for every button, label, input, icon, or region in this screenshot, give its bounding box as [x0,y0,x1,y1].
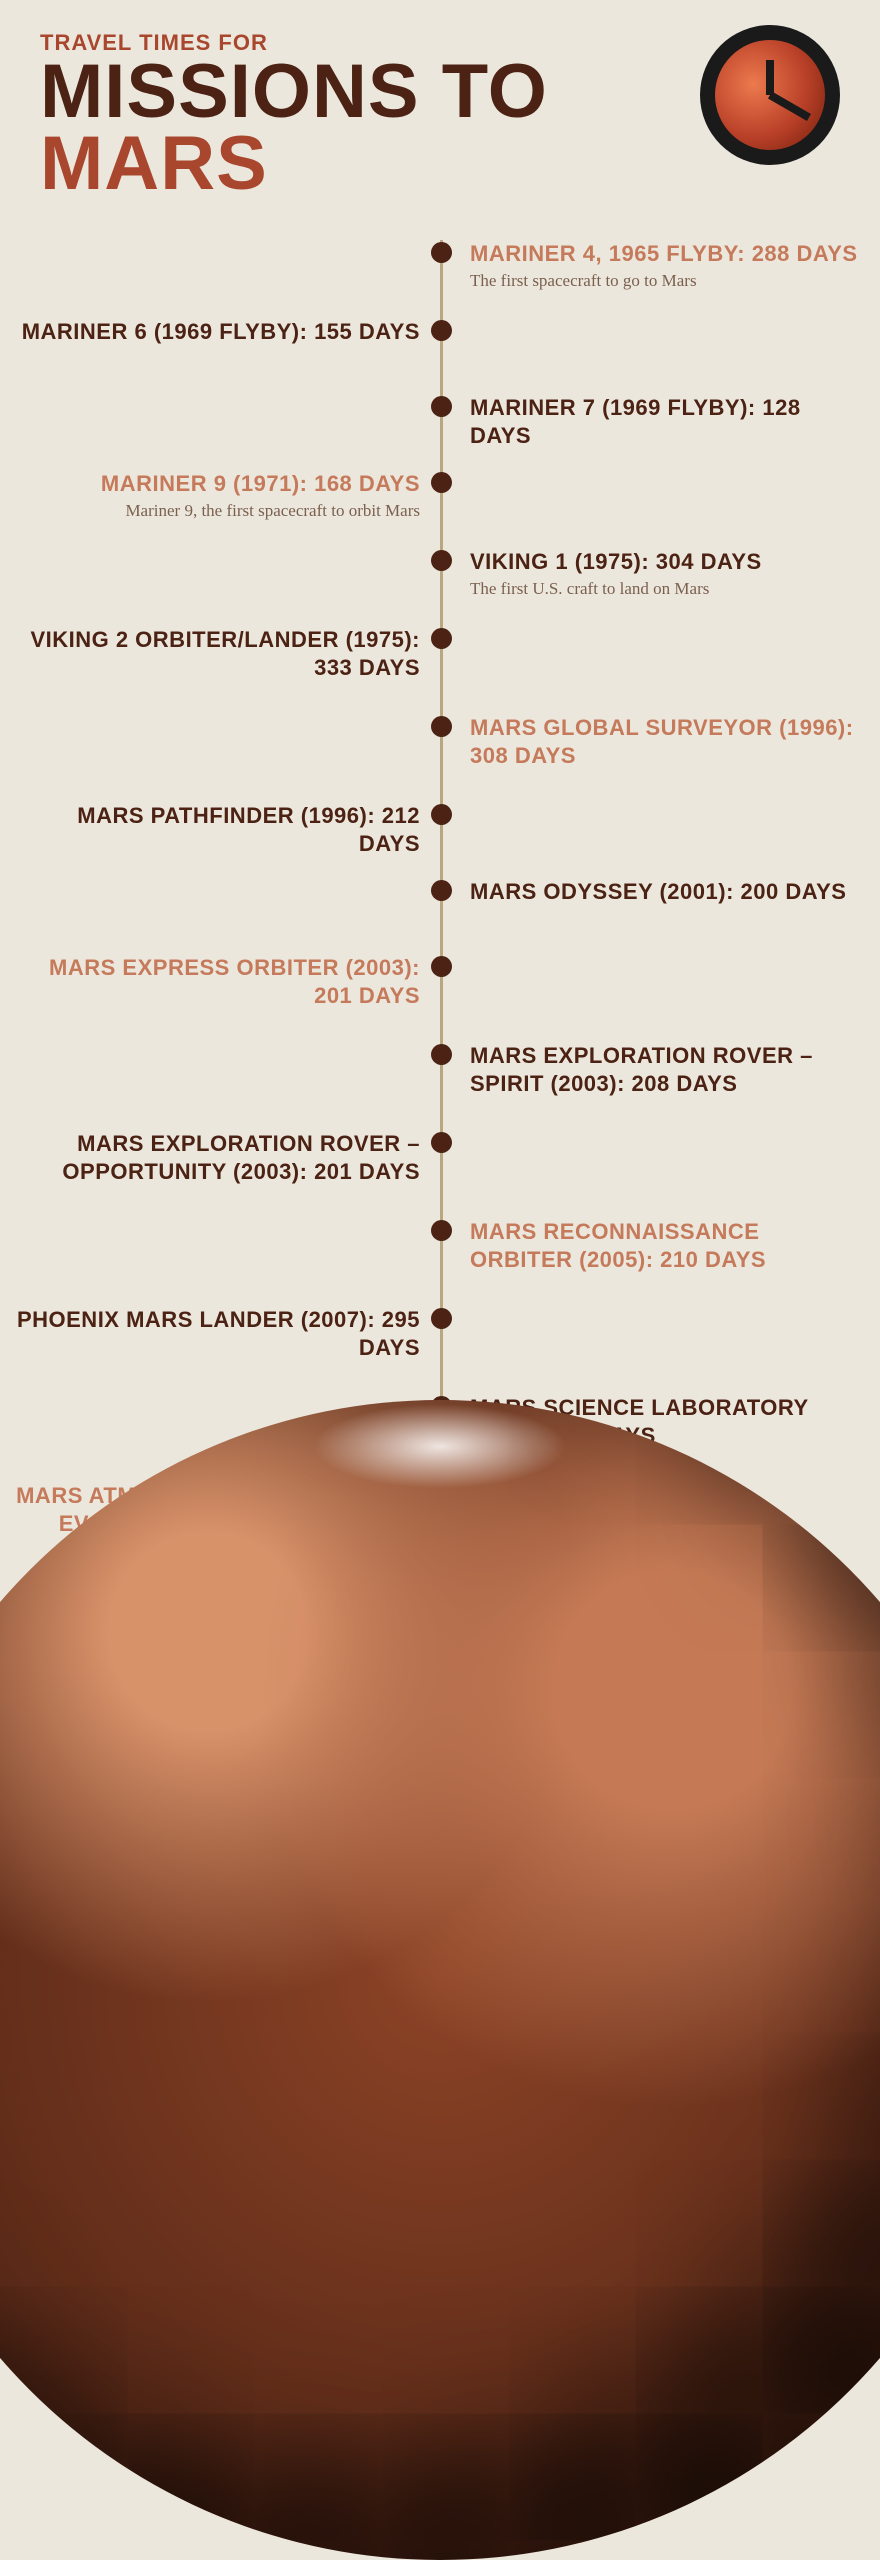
timeline-title: MARS GLOBAL SURVEYOR (1996): 308 DAYS [470,714,860,769]
timeline-subtitle: The first spacecraft to go to Mars [470,271,860,291]
timeline-item: VIKING 1 (1975): 304 DAYS The first U.S. … [0,548,880,608]
timeline-content: MARS EXPRESS ORBITER (2003): 201 DAYS [10,954,420,1009]
timeline-title: MARINER 7 (1969 FLYBY): 128 DAYS [470,394,860,449]
timeline-title: MARS ODYSSEY (2001): 200 DAYS [470,878,860,906]
timeline-content: MARS GLOBAL SURVEYOR (1996): 308 DAYS [470,714,860,769]
timeline-content: MARS ODYSSEY (2001): 200 DAYS [470,878,860,906]
timeline-dot [431,716,452,737]
timeline-item: PHOENIX MARS LANDER (2007): 295 DAYS [0,1306,880,1376]
timeline-title: MARINER 4, 1965 FLYBY: 288 DAYS [470,240,860,268]
timeline-title: MARS PATHFINDER (1996): 212 DAYS [10,802,420,857]
timeline-content: MARS RECONNAISSANCE ORBITER (2005): 210 … [470,1218,860,1273]
timeline-dot [431,1132,452,1153]
timeline-title: PHOENIX MARS LANDER (2007): 295 DAYS [10,1306,420,1361]
timeline-item: MARS EXPLORATION ROVER – OPPORTUNITY (20… [0,1130,880,1200]
timeline-dot [431,628,452,649]
clock-face [715,40,825,150]
timeline-content: MARINER 6 (1969 FLYBY): 155 DAYS [10,318,420,346]
timeline-content: MARS EXPLORATION ROVER – OPPORTUNITY (20… [10,1130,420,1185]
timeline-item: MARS ODYSSEY (2001): 200 DAYS [0,878,880,936]
timeline-content: MARS EXPLORATION ROVER – SPIRIT (2003): … [470,1042,860,1097]
timeline-content: PHOENIX MARS LANDER (2007): 295 DAYS [10,1306,420,1361]
timeline-title: MARINER 9 (1971): 168 DAYS [10,470,420,498]
mars-planet-image [0,1400,880,2560]
timeline-content: MARINER 4, 1965 FLYBY: 288 DAYS The first… [470,240,860,291]
timeline-title: MARS EXPRESS ORBITER (2003): 201 DAYS [10,954,420,1009]
timeline-item: MARINER 6 (1969 FLYBY): 155 DAYS [0,318,880,376]
timeline-item: MARS GLOBAL SURVEYOR (1996): 308 DAYS [0,714,880,784]
timeline-title: MARS EXPLORATION ROVER – OPPORTUNITY (20… [10,1130,420,1185]
timeline-dot [431,472,452,493]
timeline-dot [431,1220,452,1241]
timeline-subtitle: Mariner 9, the first spacecraft to orbit… [10,501,420,521]
timeline-content: MARINER 9 (1971): 168 DAYS Mariner 9, the… [10,470,420,521]
clock-hour-hand [766,60,774,95]
timeline-content: MARS PATHFINDER (1996): 212 DAYS [10,802,420,857]
timeline-dot [431,242,452,263]
timeline-item: VIKING 2 ORBITER/LANDER (1975): 333 DAYS [0,626,880,696]
timeline-item: MARS EXPLORATION ROVER – SPIRIT (2003): … [0,1042,880,1112]
timeline-item: MARS PATHFINDER (1996): 212 DAYS [0,802,880,860]
timeline-dot [431,956,452,977]
timeline-subtitle: The first U.S. craft to land on Mars [470,579,860,599]
timeline-item: MARS EXPRESS ORBITER (2003): 201 DAYS [0,954,880,1024]
timeline-dot [431,804,452,825]
timeline-title: VIKING 2 ORBITER/LANDER (1975): 333 DAYS [10,626,420,681]
timeline-dot [431,550,452,571]
timeline-dot [431,880,452,901]
mars-clock-icon [700,25,840,165]
timeline-title: MARS EXPLORATION ROVER – SPIRIT (2003): … [470,1042,860,1097]
timeline-title: VIKING 1 (1975): 304 DAYS [470,548,860,576]
timeline-content: MARINER 7 (1969 FLYBY): 128 DAYS [470,394,860,449]
timeline-content: VIKING 1 (1975): 304 DAYS The first U.S. … [470,548,860,599]
timeline-dot [431,396,452,417]
timeline-item: MARS RECONNAISSANCE ORBITER (2005): 210 … [0,1218,880,1288]
header: TRAVEL TIMES FOR MISSIONS TO MARS [0,0,880,220]
timeline-dot [431,320,452,341]
timeline-title: MARS RECONNAISSANCE ORBITER (2005): 210 … [470,1218,860,1273]
clock-minute-hand [768,92,811,121]
timeline-item: MARINER 4, 1965 FLYBY: 288 DAYS The first… [0,240,880,300]
timeline-dot [431,1308,452,1329]
timeline-item: MARINER 9 (1971): 168 DAYS Mariner 9, the… [0,470,880,530]
timeline-dot [431,1044,452,1065]
timeline-title: MARINER 6 (1969 FLYBY): 155 DAYS [10,318,420,346]
timeline-content: VIKING 2 ORBITER/LANDER (1975): 333 DAYS [10,626,420,681]
timeline-item: MARINER 7 (1969 FLYBY): 128 DAYS [0,394,880,452]
